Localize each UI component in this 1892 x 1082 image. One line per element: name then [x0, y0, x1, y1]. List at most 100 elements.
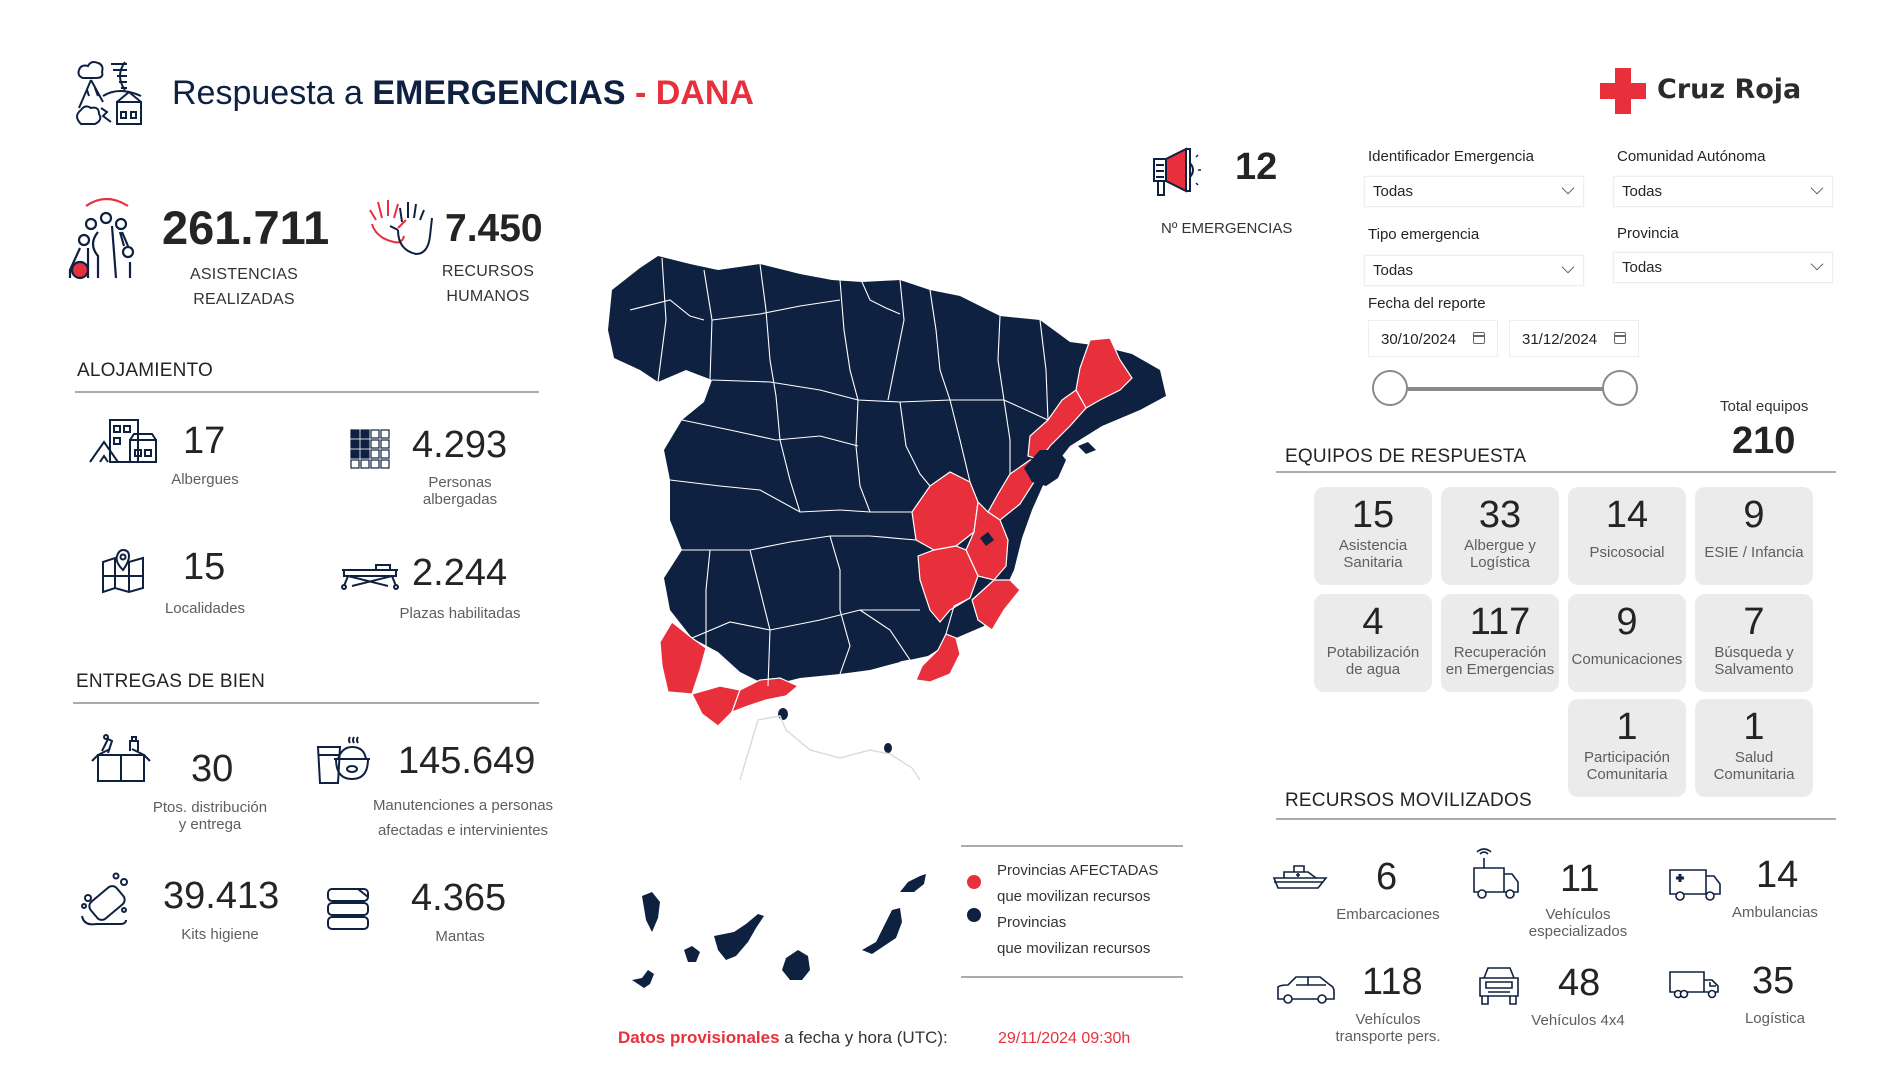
alojamiento-heading: ALOJAMIENTO: [77, 360, 213, 381]
equipo-label-line1: Potabilización: [1326, 644, 1420, 661]
tipo-dropdown[interactable]: Todas: [1364, 255, 1584, 286]
fecha-label: Fecha del reporte: [1368, 295, 1486, 312]
equipo-tile[interactable]: 4 Potabilización de agua: [1314, 594, 1432, 692]
recurso-label: Ambulancias: [1705, 904, 1845, 921]
equipo-tile[interactable]: 1 Participación Comunitaria: [1568, 699, 1686, 797]
equipo-label-line1: Psicosocial: [1589, 544, 1665, 561]
equipo-value: 15: [1351, 494, 1395, 536]
provincia-dropdown[interactable]: Todas: [1613, 252, 1833, 283]
equipo-value: 7: [1743, 601, 1765, 643]
emergencias-value: 12: [1235, 146, 1278, 188]
equipo-label-line2: de agua: [1345, 661, 1401, 678]
page-title: Respuesta a EMERGENCIAS - DANA: [172, 74, 754, 113]
cruz-roja-logo-text: Cruz Roja: [1657, 74, 1802, 105]
slider-handle-start[interactable]: [1372, 370, 1408, 406]
recurso-label-line2: especializados: [1528, 923, 1628, 940]
equipo-label-line2: Logística: [1469, 554, 1531, 571]
recursos-humanos-value: 7.450: [445, 207, 543, 250]
asistencias-value: 261.711: [162, 201, 330, 254]
recursos-divider: [1276, 818, 1836, 820]
equipo-tile[interactable]: 7 Búsqueda y Salvamento: [1695, 594, 1813, 692]
chevron-down-icon: [1810, 181, 1824, 195]
legend-affected: Provincias AFECTADAS que movilizan recur…: [997, 858, 1158, 910]
equipo-value: 1: [1616, 706, 1638, 748]
map-tenerife: [714, 914, 764, 960]
footer-bold: Datos provisionales: [618, 1028, 780, 1047]
tipo-value: Todas: [1373, 262, 1414, 279]
equipo-tile[interactable]: 117 Recuperación en Emergencias: [1441, 594, 1559, 692]
recurso-label-line1: Ambulancias: [1732, 904, 1818, 921]
map-balearic-menorca: [1078, 442, 1096, 454]
entregas-heading: ENTREGAS DE BIEN: [76, 671, 266, 692]
legend-affected-line2: que movilizan recursos: [997, 888, 1151, 905]
ptos-distribucion-label-line1: Ptos. distribución: [152, 799, 268, 816]
equipo-tile[interactable]: 1 Salud Comunitaria: [1695, 699, 1813, 797]
buildings-icon: [88, 418, 158, 464]
map-peninsula: [608, 256, 1166, 686]
food-icon: [316, 735, 370, 785]
recurso-value: 14: [1756, 854, 1799, 896]
footer-text: a fecha y hora (UTC):: [784, 1028, 948, 1047]
equipo-value: 9: [1616, 601, 1638, 643]
fecha-start-input[interactable]: 30/10/2024: [1368, 320, 1498, 357]
provincia-value: Todas: [1622, 259, 1663, 276]
date-range-slider[interactable]: [1372, 370, 1652, 408]
people-icon: [66, 196, 146, 282]
provincia-label: Provincia: [1617, 225, 1679, 242]
map-africa-coast: [739, 715, 921, 781]
equipo-tile[interactable]: 14 Psicosocial: [1568, 487, 1686, 585]
equipo-label-line1: Búsqueda y: [1714, 644, 1794, 661]
identificador-dropdown[interactable]: Todas: [1364, 176, 1584, 207]
equipo-tile[interactable]: 9 Comunicaciones: [1568, 594, 1686, 692]
chevron-down-icon: [1561, 181, 1575, 195]
legend-affected-dot: [967, 875, 981, 889]
equipo-label-line2: Comunitaria: [1586, 766, 1668, 783]
equipo-tile[interactable]: 15 Asistencia Sanitaria: [1314, 487, 1432, 585]
legend-bottom-divider: [961, 976, 1183, 978]
equipos-divider: [1276, 471, 1836, 473]
equipo-tile[interactable]: 33 Albergue y Logística: [1441, 487, 1559, 585]
title-emergencias: EMERGENCIAS: [372, 74, 626, 112]
ptos-distribucion-label-line2: y entrega: [178, 816, 242, 833]
chevron-down-icon: [1561, 260, 1575, 274]
fecha-start-value: 30/10/2024: [1381, 331, 1457, 348]
equipo-label-line1: Comunicaciones: [1571, 651, 1683, 668]
recurso-value: 6: [1376, 856, 1398, 898]
spain-provinces-map[interactable]: [600, 250, 1220, 781]
equipo-value: 14: [1605, 494, 1649, 536]
map-province-almeria: [915, 633, 961, 683]
equipo-label-line1: Asistencia: [1338, 537, 1408, 554]
slider-track[interactable]: [1390, 387, 1620, 391]
antenna-truck-icon: [1472, 848, 1520, 900]
boat-icon: [1272, 862, 1330, 890]
calendar-icon[interactable]: [1473, 332, 1485, 344]
equipo-label-line1: Albergue y: [1464, 537, 1536, 554]
equipo-label-line1: Salud: [1734, 749, 1774, 766]
equipo-tile[interactable]: 9 ESIE / Infancia: [1695, 487, 1813, 585]
canary-islands-map[interactable]: [630, 870, 940, 1000]
chevron-down-icon: [1810, 257, 1824, 271]
mantas-value: 4.365: [411, 877, 507, 919]
hands-icon: [368, 198, 436, 258]
slider-handle-end[interactable]: [1602, 370, 1638, 406]
map-province-albacete: [917, 545, 979, 623]
comunidad-value: Todas: [1622, 183, 1663, 200]
map-province-alicante: [971, 579, 1021, 631]
calendar-icon[interactable]: [1614, 332, 1626, 344]
emergencias-label: Nº EMERGENCIAS: [1161, 220, 1293, 237]
soap-icon: [80, 872, 134, 928]
map-fuerteventura: [862, 908, 902, 954]
ptos-distribucion-label: Ptos. distribución y entrega: [140, 799, 280, 833]
personas-albergadas-label-line2: albergadas: [422, 491, 498, 508]
map-el-hierro: [632, 970, 654, 988]
blankets-icon: [326, 887, 372, 931]
kits-higiene-label: Kits higiene: [181, 926, 259, 943]
recurso-label: Embarcaciones: [1318, 906, 1458, 923]
map-province-girona-barcelona: [1075, 337, 1133, 409]
equipos-heading: EQUIPOS DE RESPUESTA: [1285, 446, 1527, 467]
comunidad-dropdown[interactable]: Todas: [1613, 176, 1833, 207]
legend-affected-line1: Provincias AFECTADAS: [997, 862, 1159, 879]
ambulance-icon: [1668, 868, 1722, 902]
localidades-value: 15: [183, 546, 226, 588]
fecha-end-input[interactable]: 31/12/2024: [1509, 320, 1639, 357]
